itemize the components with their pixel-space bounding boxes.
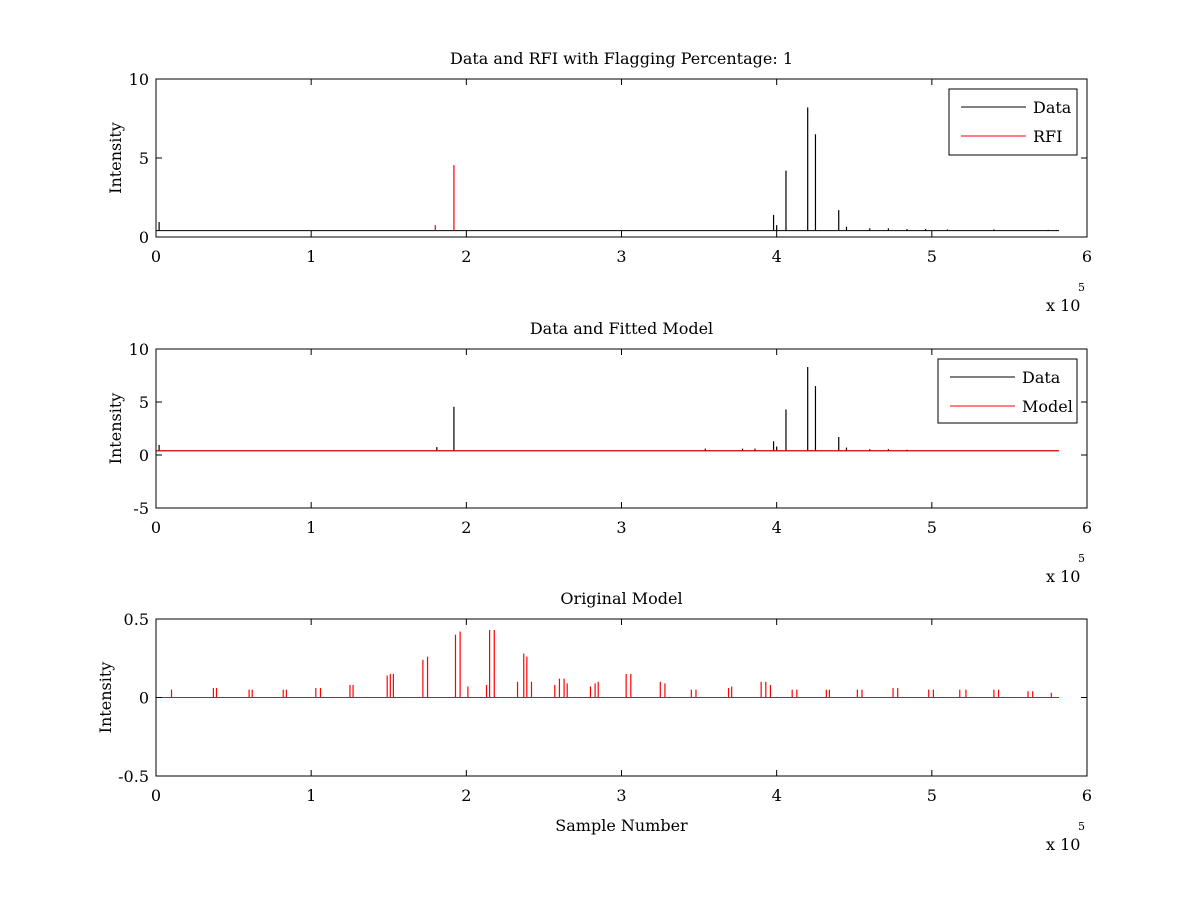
panel-1-legend-label-data: Data	[1033, 98, 1072, 117]
panel-2-title: Data and Fitted Model	[530, 319, 713, 338]
y-tick-label: 0	[139, 228, 149, 247]
x-tick-label: 6	[1082, 518, 1092, 537]
y-tick-label: 0	[139, 689, 149, 708]
panel-3-title: Original Model	[560, 589, 682, 608]
x-tick-label: 6	[1082, 786, 1092, 805]
x-tick-label: 4	[772, 518, 782, 537]
x-tick-label: 1	[306, 247, 316, 266]
x-tick-label: 0	[151, 247, 161, 266]
panel-1-legend: Data RFI	[948, 88, 1078, 156]
panel-data-and-rfi: 0 1 2 3 4 5 6 0 5 10 Data and RFI with Flagging P…	[106, 49, 1092, 315]
panel-3-x-multiplier-exponent: 5	[1078, 820, 1085, 833]
panel-1-x-multiplier: x 10	[1046, 296, 1080, 315]
panel-1-title: Data and RFI with Flagging Percentage: 1	[450, 49, 793, 68]
x-tick-label: 0	[151, 786, 161, 805]
panel-1-legend-label-rfi: RFI	[1033, 127, 1062, 146]
panel-3-marks	[156, 629, 1060, 698]
panel-2-x-multiplier-exponent: 5	[1078, 552, 1085, 565]
panel-3-y-axis-label: Intensity	[96, 662, 115, 734]
y-tick-label: -0.5	[118, 767, 149, 786]
x-tick-label: 2	[461, 518, 471, 537]
y-tick-label: 0	[139, 446, 149, 465]
panel-original-model: 0 1 2 3 4 5 6-0.500.5 Original Model Intensity…	[96, 589, 1092, 854]
y-tick-label: 10	[129, 70, 149, 89]
y-tick-label: 5	[139, 149, 149, 168]
x-tick-label: 4	[772, 786, 782, 805]
panel-3-x-axis-label: Sample Number	[555, 816, 688, 835]
panel-2-marks	[156, 367, 1060, 452]
x-tick-label: 3	[616, 247, 626, 266]
x-tick-label: 3	[616, 518, 626, 537]
x-tick-label: 4	[772, 247, 782, 266]
x-tick-label: 2	[461, 786, 471, 805]
panel-1-legend-box	[948, 88, 1078, 156]
y-tick-label: -5	[133, 499, 149, 518]
y-tick-label: 10	[129, 340, 149, 359]
panel-2-legend-label-data: Data	[1022, 368, 1061, 387]
panel-3-x-multiplier: x 10	[1046, 835, 1080, 854]
x-tick-label: 3	[616, 786, 626, 805]
panel-2-y-axis-label: Intensity	[106, 393, 125, 465]
x-tick-label: 1	[306, 786, 316, 805]
x-tick-label: 5	[927, 247, 937, 266]
panel-3-ticks: 0 1 2 3 4 5 6-0.500.5	[118, 610, 1092, 805]
panel-1-ticks: 0 1 2 3 4 5 6 0 5 10	[129, 70, 1092, 266]
x-tick-label: 0	[151, 518, 161, 537]
panel-1-marks	[156, 107, 1060, 232]
panel-2-x-multiplier: x 10	[1046, 567, 1080, 586]
x-tick-label: 5	[927, 518, 937, 537]
panel-2-legend: Data Model	[937, 358, 1078, 424]
y-tick-label: 0.5	[124, 610, 149, 629]
x-tick-label: 5	[927, 786, 937, 805]
panel-1-y-axis-label: Intensity	[106, 122, 125, 194]
panel-2-legend-box	[937, 358, 1078, 424]
x-tick-label: 1	[306, 518, 316, 537]
x-tick-label: 6	[1082, 247, 1092, 266]
panel-1-x-multiplier-exponent: 5	[1078, 281, 1085, 294]
x-tick-label: 2	[461, 247, 471, 266]
panel-2-legend-label-model: Model	[1022, 397, 1073, 416]
y-tick-label: 5	[139, 393, 149, 412]
